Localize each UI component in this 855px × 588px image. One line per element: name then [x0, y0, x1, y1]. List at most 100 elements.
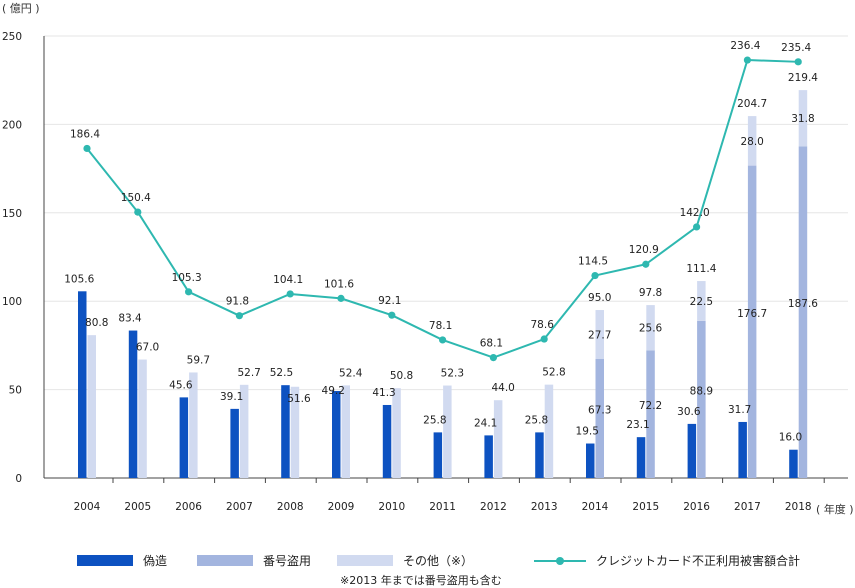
label-other: 52.3 [441, 368, 464, 380]
legend-label-forgery: 偽造 [143, 554, 168, 568]
bar-number-theft [697, 320, 706, 478]
bar-forgery [382, 404, 392, 478]
x-tick-label: 2010 [378, 501, 405, 513]
bar-other [443, 385, 452, 478]
bar-forgery [128, 330, 138, 478]
label-forgery: 39.1 [220, 391, 243, 403]
label-other: 80.8 [85, 317, 108, 329]
x-tick-label: 2018 [785, 501, 812, 513]
bar-forgery [789, 449, 798, 478]
bar-other [392, 388, 401, 478]
label-forgery: 25.8 [525, 414, 548, 426]
bar-number-theft [595, 359, 604, 478]
y-tick-label: 0 [15, 473, 22, 485]
bar-other [544, 384, 554, 478]
label-other: 52.8 [542, 367, 565, 379]
bar-forgery [332, 391, 341, 478]
label-total: 120.9 [629, 244, 659, 256]
label-total: 78.1 [429, 320, 452, 332]
y-tick-label: 200 [2, 119, 22, 131]
label-other: 31.8 [791, 113, 814, 125]
bar-forgery [433, 432, 443, 478]
bar-other [595, 310, 604, 360]
label-total: 101.6 [324, 278, 354, 290]
point-total [693, 223, 701, 231]
legend-label-total: クレジットカード不正利用被害額合計 [596, 554, 801, 568]
label-stack-total: 219.4 [788, 72, 818, 84]
label-forgery: 25.8 [423, 414, 446, 426]
bar-forgery [179, 397, 189, 478]
legend-swatch-number-theft [197, 555, 253, 566]
label-other: 22.5 [690, 296, 713, 308]
bar-number-theft [747, 165, 757, 478]
label-other: 50.8 [390, 370, 413, 382]
point-total [235, 312, 243, 320]
point-total [642, 260, 650, 268]
point-total [794, 58, 802, 66]
label-other: 52.7 [237, 367, 260, 379]
x-tick-label: 2011 [429, 501, 456, 513]
x-tick-label: 2008 [277, 501, 304, 513]
y-tick-label: 250 [2, 31, 22, 43]
label-total: 186.4 [70, 128, 100, 140]
label-number-theft: 88.9 [690, 385, 713, 397]
label-total: 142.0 [680, 207, 710, 219]
label-other: 28.0 [740, 136, 763, 148]
y-tick-label: 50 [9, 385, 22, 397]
label-stack-total: 204.7 [737, 98, 767, 110]
bar-forgery [484, 435, 493, 478]
label-forgery: 16.0 [779, 432, 802, 444]
label-forgery: 41.3 [372, 387, 395, 399]
bar-forgery [230, 408, 239, 478]
label-total: 236.4 [730, 40, 760, 52]
point-total [540, 335, 548, 343]
x-tick-label: 2009 [328, 501, 355, 513]
label-total: 78.6 [531, 319, 555, 331]
label-forgery: 45.6 [169, 379, 193, 391]
legend-item-total: クレジットカード不正利用被害額合計 [534, 552, 800, 569]
label-forgery: 30.6 [677, 406, 701, 418]
label-forgery: 105.6 [64, 273, 94, 285]
label-other: 67.0 [136, 342, 159, 354]
label-other: 52.4 [339, 367, 363, 379]
bar-other [239, 384, 249, 478]
legend-footnote: ※2013 年までは番号盗用も含む [340, 574, 502, 587]
label-total: 235.4 [781, 42, 811, 54]
bar-other [290, 386, 300, 478]
bar-other [747, 116, 757, 166]
label-total: 91.8 [226, 296, 249, 308]
legend-label-other: その他（※） [403, 554, 474, 568]
bar-forgery [636, 437, 646, 478]
label-other: 59.7 [187, 354, 210, 366]
bar-forgery [535, 432, 544, 478]
x-tick-label: 2017 [734, 501, 761, 513]
point-total [388, 311, 396, 319]
label-other: 27.7 [588, 330, 611, 342]
y-axis-unit-label: ( 億円 ) [2, 2, 40, 15]
label-number-theft: 187.6 [788, 298, 818, 310]
label-number-theft: 67.3 [588, 405, 611, 417]
label-other: 25.6 [639, 323, 663, 335]
label-total: 150.4 [121, 192, 151, 204]
label-total: 104.1 [273, 274, 303, 286]
bar-forgery [687, 423, 697, 478]
bar-other [189, 372, 198, 478]
x-tick-label: 2005 [124, 501, 151, 513]
x-tick-label: 2004 [74, 501, 101, 513]
label-forgery: 23.1 [626, 419, 649, 431]
legend-item-number-theft: 番号盗用 [197, 552, 311, 569]
label-number-theft: 176.7 [737, 308, 767, 320]
label-number-theft: 72.2 [639, 400, 662, 412]
label-stack-total: 95.0 [588, 292, 611, 304]
point-total [134, 208, 142, 216]
bar-forgery [78, 291, 87, 478]
y-tick-label: 100 [2, 296, 22, 308]
point-total [337, 294, 345, 302]
label-forgery: 31.7 [728, 404, 751, 416]
label-total: 105.3 [172, 272, 202, 284]
label-forgery: 83.4 [118, 313, 142, 325]
legend-label-number-theft: 番号盗用 [263, 554, 312, 568]
point-total [591, 271, 599, 280]
label-total: 114.5 [578, 256, 608, 268]
